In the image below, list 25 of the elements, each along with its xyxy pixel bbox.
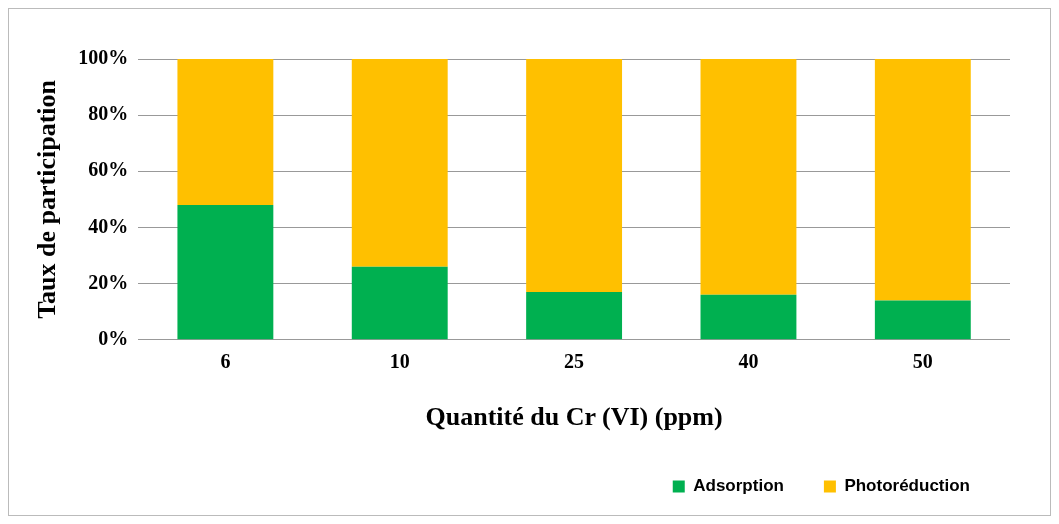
y-tick-label: 40% (88, 214, 129, 237)
bar (700, 294, 797, 340)
y-tick-label: 60% (88, 158, 129, 181)
x-tick-label: 10 (389, 349, 410, 372)
bar (351, 266, 448, 340)
legend-label: Adsorption (693, 476, 784, 496)
bar (177, 205, 274, 340)
x-tick-label: 50 (912, 349, 933, 372)
legend-label: Photoréduction (844, 476, 971, 496)
y-tick-label: 80% (88, 102, 129, 125)
bar (526, 292, 623, 340)
y-axis-title: Taux de participation (32, 79, 62, 319)
bar (874, 59, 971, 301)
x-axis-title: Quantité du Cr (VI) (ppm) (425, 402, 723, 432)
y-tick-label: 20% (88, 270, 129, 293)
x-tick-label: 25 (564, 349, 585, 372)
bar (874, 300, 971, 340)
bar (700, 59, 797, 295)
y-tick-label: 0% (98, 326, 129, 349)
bar (177, 59, 274, 206)
x-tick-label: 40 (738, 349, 759, 372)
x-tick-label: 6 (220, 349, 231, 372)
bar (351, 59, 448, 267)
y-tick-label: 100% (78, 46, 129, 69)
bar (526, 59, 623, 293)
